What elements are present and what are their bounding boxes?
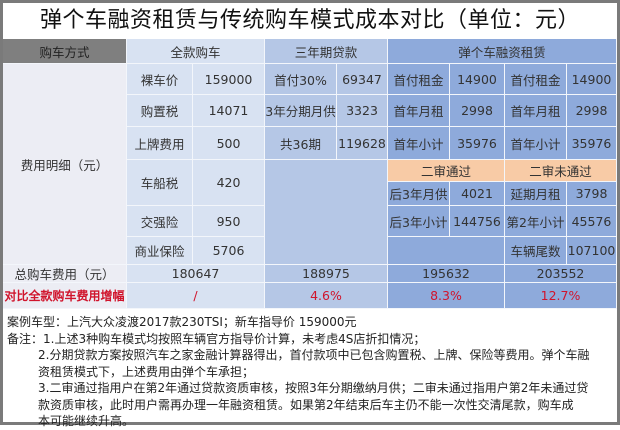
increase-lease-fail: 12.7% <box>505 283 617 309</box>
loan-label-cell: 首付30% <box>265 64 337 95</box>
header-method: 购车方式 <box>3 39 127 64</box>
full-label-cell: 购置税 <box>127 95 193 127</box>
page-title: 弹个车融资租赁与传统购车模式成本对比（单位：元） <box>39 8 580 33</box>
full-value-cell: 14071 <box>193 95 265 127</box>
lease-fail-value-cell: 107100 <box>567 237 617 265</box>
lease-fail-value-cell: 45576 <box>567 206 617 237</box>
lease-pass-value-cell: 4021 <box>450 182 505 206</box>
full-label-cell: 裸车价 <box>127 64 193 95</box>
loan-label-cell: 3年分期月供 <box>265 95 337 127</box>
lease-pass-label-cell: 后3年月供 <box>388 182 450 206</box>
lease-pass-label-cell: 首年小计 <box>388 127 450 160</box>
increase-full: / <box>127 283 265 309</box>
total-lease-pass: 195632 <box>388 265 505 283</box>
full-label-cell: 交强险 <box>127 206 193 237</box>
note-line: 3.二审通过指用户在第2年通过贷款资质审核，按照3年分期缴纳月供；二审未通过指用… <box>38 381 589 395</box>
full-label-cell: 商业保险 <box>127 237 193 265</box>
total-lease-fail: 203552 <box>505 265 617 283</box>
loan-value-cell: 119628 <box>337 127 388 160</box>
full-value-cell: 950 <box>193 206 265 237</box>
note-line: 本可能继续升高。 <box>38 414 135 428</box>
lease-pass-value-cell: 2998 <box>450 95 505 127</box>
lease-fail-value-cell: 14900 <box>567 64 617 95</box>
lease-fail-label-cell: 车辆尾数 <box>505 237 567 265</box>
status-fail-bar: 二审未通过 <box>505 160 617 182</box>
loan-label-cell: 共36期 <box>265 127 337 160</box>
header-three-year-loan: 三年期贷款 <box>265 39 388 64</box>
lease-pass-empty-cell <box>388 237 505 265</box>
lease-fail-label-cell: 延期月租 <box>505 182 567 206</box>
total-full: 180647 <box>127 265 265 283</box>
lease-pass-value-cell: 144756 <box>450 206 505 237</box>
total-loan: 188975 <box>265 265 388 283</box>
loan-value-cell: 3323 <box>337 95 388 127</box>
full-value-cell: 159000 <box>193 64 265 95</box>
notes-section: 案例车型：上汽大众凌渡2017款230TSI；新车指导价 159000元 备注：… <box>7 314 613 430</box>
lease-fail-value-cell: 3798 <box>567 182 617 206</box>
header-full-payment: 全款购车 <box>127 39 265 64</box>
case-model-note: 案例车型：上汽大众凌渡2017款230TSI；新车指导价 159000元 <box>7 315 357 329</box>
full-label-cell: 车船税 <box>127 160 193 206</box>
detail-label: 费用明细（元） <box>3 64 127 265</box>
total-label: 总购车费用（元） <box>3 265 127 283</box>
lease-fail-label-cell: 首年月租 <box>505 95 567 127</box>
full-value-cell: 420 <box>193 160 265 206</box>
status-pass-bar: 二审通过 <box>388 160 505 182</box>
full-label-cell: 上牌费用 <box>127 127 193 160</box>
lease-pass-value-cell: 35976 <box>450 127 505 160</box>
loan-empty-cell <box>265 160 388 265</box>
note-line: 备注：1.上述3种购车模式均按照车辆官方指导价计算，未考虑4S店折扣情况； <box>7 331 426 346</box>
increase-loan: 4.6% <box>265 283 388 309</box>
increase-lease-pass: 8.3% <box>388 283 505 309</box>
note-line: 资租赁模式下，上述费用由弹个车承担； <box>38 364 255 379</box>
full-value-cell: 500 <box>193 127 265 160</box>
note-line: 2.分期贷款方案按照汽车之家金融计算器得出，首付款项中已包含购置税、上牌、保险等… <box>38 348 590 362</box>
full-value-cell: 5706 <box>193 237 265 265</box>
header-lease: 弹个车融资租赁 <box>388 39 617 64</box>
lease-fail-value-cell: 35976 <box>567 127 617 160</box>
lease-pass-label-cell: 后3年小计 <box>388 206 450 237</box>
increase-label: 对比全款购车费用增幅 <box>3 283 127 309</box>
note-line: 款资质审核，此时用户需再办理一年融资租赁。如果第2年结束后车主仍不能一次性交清尾… <box>38 397 574 412</box>
lease-fail-label-cell: 首年小计 <box>505 127 567 160</box>
lease-pass-label-cell: 首付租金 <box>388 64 450 95</box>
lease-fail-value-cell: 2998 <box>567 95 617 127</box>
lease-fail-label-cell: 首付租金 <box>505 64 567 95</box>
lease-pass-value-cell: 14900 <box>450 64 505 95</box>
lease-pass-label-cell: 首年月租 <box>388 95 450 127</box>
lease-fail-label-cell: 第2年小计 <box>505 206 567 237</box>
loan-value-cell: 69347 <box>337 64 388 95</box>
